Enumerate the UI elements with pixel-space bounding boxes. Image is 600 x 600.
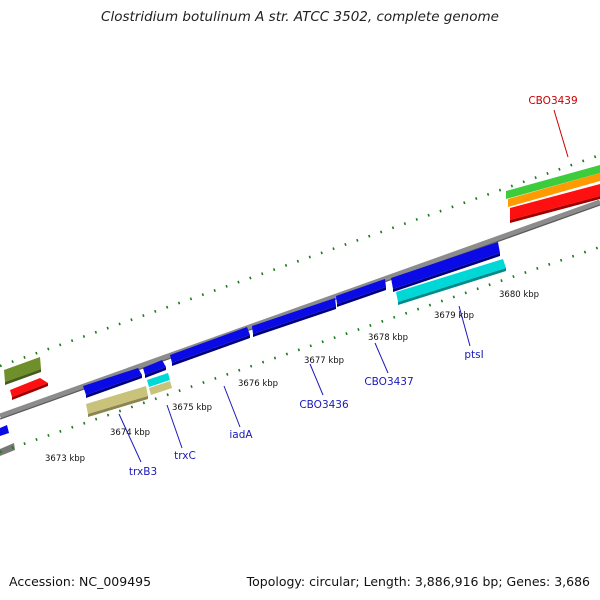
- feature-orange-right: [508, 173, 600, 207]
- leader-lines: [118, 305, 471, 463]
- gene-label-CBO3439: CBO3439: [528, 95, 577, 107]
- scale-label-3679: 3679 kbp: [434, 311, 474, 321]
- accession-text: Accession: NC_009495: [9, 574, 152, 589]
- cds-ptsI: [391, 242, 500, 292]
- scale-labels: 3673 kbp 3674 kbp 3675 kbp 3676 kbp 3677…: [45, 290, 539, 464]
- cds-trxB3: [83, 368, 142, 398]
- feature-khaki-trxC: [149, 381, 172, 395]
- leader-CBO3436: [309, 363, 324, 396]
- feature-cyan-ptsI: [396, 259, 506, 305]
- feature-olive-left: [4, 357, 41, 385]
- feature-red-right: [510, 184, 600, 223]
- leader-iadA: [223, 385, 241, 428]
- leader-trxC: [166, 404, 183, 449]
- feature-green-right: [506, 165, 600, 199]
- gene-label-trxC: trxC: [174, 450, 196, 462]
- gene-label-iadA: iadA: [229, 429, 253, 441]
- cds-iadA: [170, 327, 250, 366]
- scale-label-3676: 3676 kbp: [238, 379, 278, 389]
- gene-label-CBO3437: CBO3437: [364, 376, 413, 388]
- genome-stats-text: Topology: circular; Length: 3,886,916 bp…: [246, 574, 590, 589]
- cds-CBO3436: [252, 298, 336, 337]
- scale-label-3680: 3680 kbp: [499, 290, 539, 300]
- feature-cyan-trxC: [147, 373, 170, 387]
- leader-trxB3: [118, 413, 142, 463]
- feature-gray-lower-left: [0, 443, 15, 456]
- scale-label-3675: 3675 kbp: [172, 403, 212, 413]
- scale-label-3678: 3678 kbp: [368, 333, 408, 343]
- outer-tick-ring: [0, 153, 600, 368]
- cds-trxC: [143, 360, 166, 378]
- scale-label-3677: 3677 kbp: [304, 356, 344, 366]
- scale-label-3674: 3674 kbp: [110, 428, 150, 438]
- leader-CBO3439: [553, 109, 569, 158]
- scale-label-3673: 3673 kbp: [45, 454, 85, 464]
- feature-blue-lower-left: [0, 425, 9, 436]
- inner-tick-ring: [0, 245, 600, 454]
- map-title: Clostridium botulinum A str. ATCC 3502, …: [101, 9, 499, 25]
- leader-CBO3437: [374, 342, 389, 374]
- gene-label-ptsI: ptsI: [464, 349, 483, 361]
- leader-ptsI: [458, 305, 471, 347]
- gene-label-trxB3: trxB3: [129, 466, 157, 478]
- feature-red-left: [10, 378, 48, 400]
- gene-label-CBO3436: CBO3436: [299, 399, 349, 411]
- cds-CBO3437: [336, 279, 386, 307]
- gene-labels: trxB3 trxC iadA CBO3436 CBO3437 ptsI CBO…: [129, 95, 578, 478]
- feature-khaki-trxB3: [86, 386, 148, 417]
